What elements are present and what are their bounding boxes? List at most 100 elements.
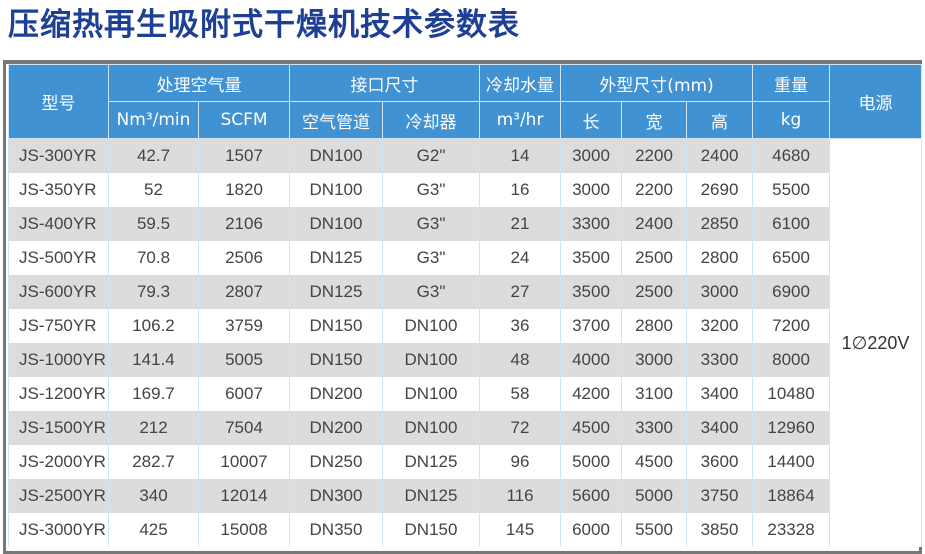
table-cell: 3000 [560, 173, 622, 207]
table-cell: 116 [479, 479, 561, 513]
table-cell: DN300 [289, 479, 383, 513]
table-cell: 169.7 [108, 377, 199, 411]
table-row: JS-400YR 59.5 2106 DN100 G3" 21 3300 2400 2850 61… [8, 207, 922, 241]
subheader-cell: m³/hr [479, 101, 561, 139]
table-cell: 3500 [560, 275, 622, 309]
table-cell: DN150 [289, 343, 383, 377]
table-cell: 6900 [752, 275, 831, 309]
subheader-cell: 冷却器 [382, 101, 480, 139]
table-row: JS-350YR 52 1820 DN100 G3" 16 3000 2200 2690 5500 [8, 173, 922, 207]
table-cell: 14 [479, 138, 561, 173]
table-cell: 3500 [560, 241, 622, 275]
table-cell: 4200 [560, 377, 622, 411]
table-cell: 2400 [621, 207, 687, 241]
table-cell: 2400 [685, 138, 754, 173]
model-cell: JS-350YR [8, 173, 109, 207]
table-cell: DN125 [289, 275, 383, 309]
table-cell: G3" [382, 241, 480, 275]
page-title: 压缩热再生吸附式干燥机技术参数表 [8, 7, 520, 43]
table-cell: 2850 [685, 207, 754, 241]
table-cell: 3700 [560, 309, 622, 343]
table-cell: 5000 [560, 445, 622, 479]
table-cell: 3850 [685, 513, 754, 547]
table-cell: 145 [479, 513, 561, 547]
model-cell: JS-1500YR [8, 411, 109, 445]
table-cell: 4000 [560, 343, 622, 377]
table-cell: 3200 [685, 309, 754, 343]
table-cell: 79.3 [108, 275, 199, 309]
table-cell: 3000 [621, 343, 687, 377]
table-cell: DN350 [289, 513, 383, 547]
subheader-cell: 宽 [621, 101, 687, 139]
table-cell: 72 [479, 411, 561, 445]
table-cell: 2800 [685, 241, 754, 275]
table-cell: 7504 [198, 411, 290, 445]
subheader-cell: SCFM [198, 101, 290, 139]
table-cell: 2807 [198, 275, 290, 309]
table-cell: 4500 [621, 445, 687, 479]
table-cell: 2106 [198, 207, 290, 241]
table-cell: DN100 [289, 173, 383, 207]
table-cell: 27 [479, 275, 561, 309]
subheader-cell: 长 [560, 101, 622, 139]
model-cell: JS-300YR [8, 138, 109, 173]
table-cell: 12960 [752, 411, 831, 445]
table-cell: 23328 [752, 513, 831, 547]
model-cell: JS-750YR [8, 309, 109, 343]
table-cell: 3100 [621, 377, 687, 411]
table-cell: 5005 [198, 343, 290, 377]
table-row: JS-2500YR 340 12014 DN300 DN125 116 5600 5000 37… [8, 479, 922, 513]
table-cell: DN100 [382, 377, 480, 411]
header-port-size: 接口尺寸 [289, 64, 480, 102]
model-cell: JS-500YR [8, 241, 109, 275]
table-cell: 425 [108, 513, 199, 547]
table-cell: 14400 [752, 445, 831, 479]
table-cell: 2506 [198, 241, 290, 275]
table-cell: 52 [108, 173, 199, 207]
table-cell: 8000 [752, 343, 831, 377]
header-air-flow: 处理空气量 [108, 64, 290, 102]
table-cell: 282.7 [108, 445, 199, 479]
table-cell: 5000 [621, 479, 687, 513]
subheader-cell: 高 [685, 101, 754, 139]
table-cell: 4500 [560, 411, 622, 445]
model-cell: JS-400YR [8, 207, 109, 241]
subheader-cell: 空气管道 [289, 101, 383, 139]
subheader-cell: kg [752, 101, 831, 139]
table-row: JS-600YR 79.3 2807 DN125 G3" 27 3500 2500 3000 69… [8, 275, 922, 309]
table-cell: 2500 [621, 241, 687, 275]
table-row: JS-1500YR 212 7504 DN200 DN100 72 4500 3300 3400… [8, 411, 922, 445]
table-cell: 10007 [198, 445, 290, 479]
model-cell: JS-2500YR [8, 479, 109, 513]
header-cooling-water: 冷却水量 [479, 64, 561, 102]
table-cell: 3300 [560, 207, 622, 241]
table-cell: DN200 [289, 411, 383, 445]
table-cell: DN200 [289, 377, 383, 411]
table-cell: 3300 [685, 343, 754, 377]
model-cell: JS-600YR [8, 275, 109, 309]
table-cell: DN250 [289, 445, 383, 479]
table-cell: 6100 [752, 207, 831, 241]
table-cell: 2200 [621, 173, 687, 207]
table-cell: 2200 [621, 138, 687, 173]
table-cell: 6000 [560, 513, 622, 547]
table-cell: G2" [382, 138, 480, 173]
table-cell: 59.5 [108, 207, 199, 241]
table-row: JS-1200YR 169.7 6007 DN200 DN100 58 4200 3100 34… [8, 377, 922, 411]
table-cell: 5500 [621, 513, 687, 547]
table-cell: 2800 [621, 309, 687, 343]
table-cell: 21 [479, 207, 561, 241]
model-cell: JS-3000YR [8, 513, 109, 547]
table-cell: DN125 [289, 241, 383, 275]
header-model: 型号 [8, 64, 109, 139]
table-cell: DN100 [382, 411, 480, 445]
table-cell: 16 [479, 173, 561, 207]
table-cell: 6500 [752, 241, 831, 275]
table-cell: 3400 [685, 377, 754, 411]
table-cell: 5600 [560, 479, 622, 513]
table-cell: DN100 [382, 343, 480, 377]
table-cell: 7200 [752, 309, 831, 343]
spec-table: 型号 处理空气量 接口尺寸 冷却水量 外型尺寸(mm) 重量 电源 Nm³/mi… [8, 64, 923, 547]
table-cell: 1507 [198, 138, 290, 173]
table-cell: 24 [479, 241, 561, 275]
